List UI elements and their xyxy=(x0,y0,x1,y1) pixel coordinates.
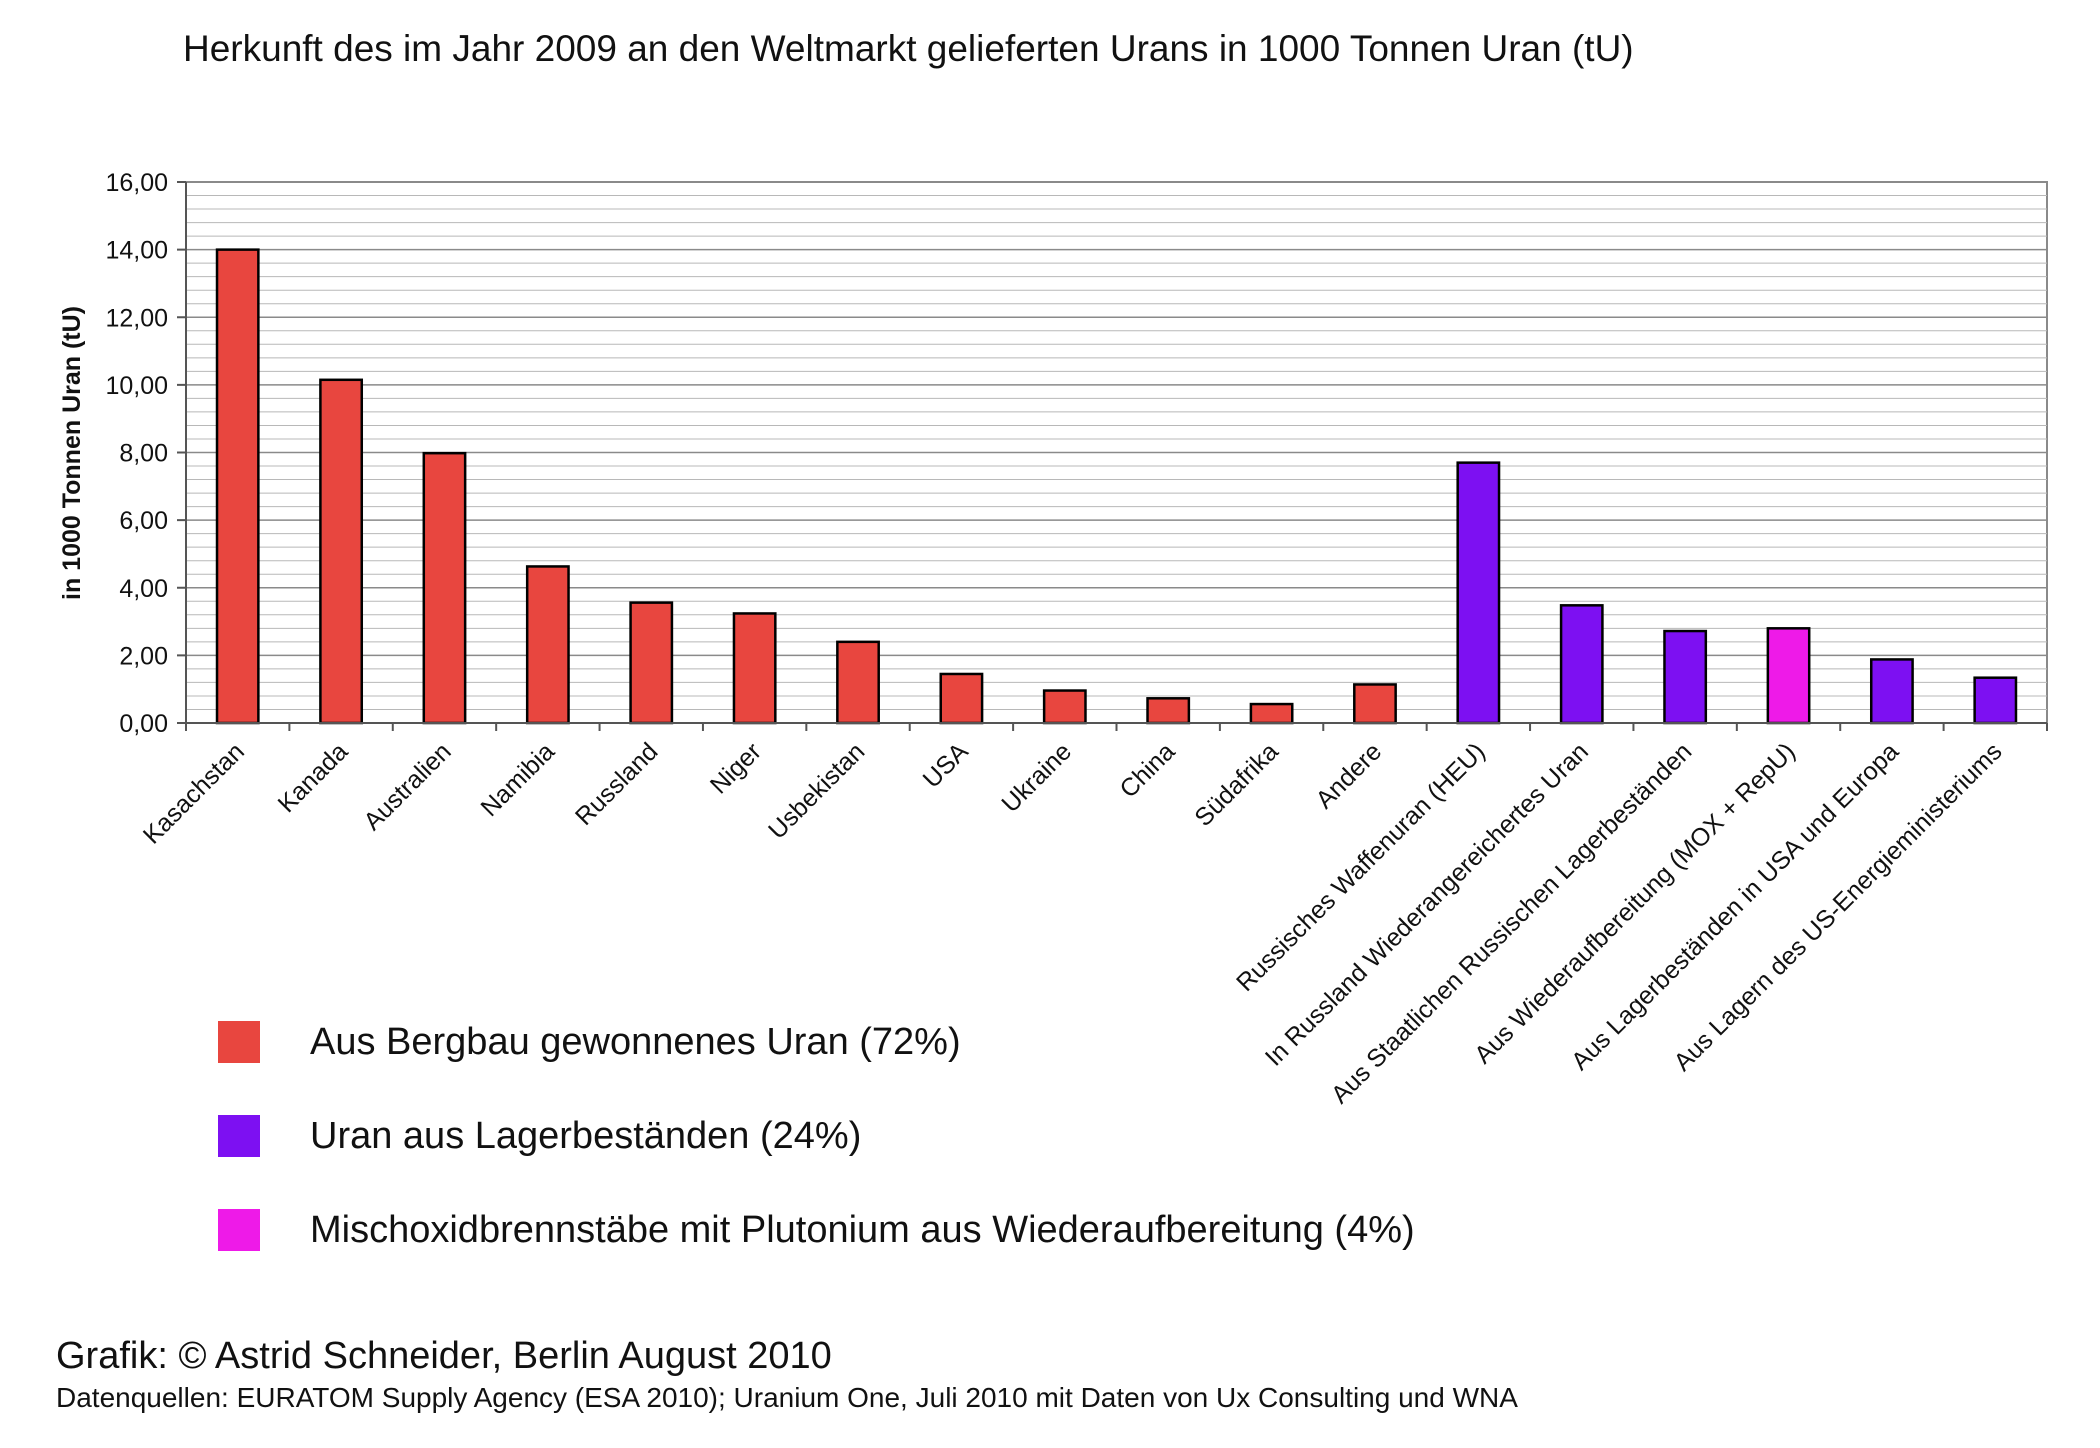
legend-item-mining: Aus Bergbau gewonnenes Uran (72%) xyxy=(218,1020,1415,1064)
y-tick-label: 10,00 xyxy=(105,372,168,400)
legend: Aus Bergbau gewonnenes Uran (72%) Uran a… xyxy=(218,1020,1415,1302)
legend-swatch-stockpiles xyxy=(218,1115,260,1157)
bar-7 xyxy=(939,672,984,725)
bar-16 xyxy=(1869,658,1914,725)
y-tick-label: 8,00 xyxy=(119,440,168,468)
y-tick-label: 6,00 xyxy=(119,507,168,535)
bar-12 xyxy=(1456,461,1501,725)
bar-6 xyxy=(836,640,880,725)
bar-11 xyxy=(1353,683,1397,725)
x-tick-label: Kanada xyxy=(273,737,354,818)
bar-10 xyxy=(1249,702,1294,725)
legend-swatch-mining xyxy=(218,1021,260,1063)
legend-label-mining: Aus Bergbau gewonnenes Uran (72%) xyxy=(310,1020,961,1063)
bar-17 xyxy=(1973,676,2018,725)
x-tick-label: China xyxy=(1114,737,1180,803)
credit-line: Grafik: © Astrid Schneider, Berlin Augus… xyxy=(56,1335,832,1377)
y-axis-label: in 1000 Tonnen Uran (tU) xyxy=(58,306,86,600)
bar-15 xyxy=(1766,627,1811,725)
bar-0 xyxy=(215,248,260,725)
x-tick-label: Südafrika xyxy=(1189,737,1284,832)
axes xyxy=(177,181,2048,731)
y-tick-label: 2,00 xyxy=(119,642,168,670)
bar-5 xyxy=(732,612,777,725)
x-tick-label: Andere xyxy=(1310,737,1387,814)
x-tick-label: Namibia xyxy=(475,737,560,822)
y-tick-label: 4,00 xyxy=(119,575,168,603)
bar-14 xyxy=(1663,629,1708,725)
bar-8 xyxy=(1042,689,1087,725)
x-tick-label: Russland xyxy=(570,737,664,831)
y-tick-label: 14,00 xyxy=(105,237,168,265)
x-tick-label: Kasachstan xyxy=(138,737,250,849)
x-tick-label: USA xyxy=(918,737,974,793)
legend-label-mox: Mischoxidbrennstäbe mit Plutonium aus Wi… xyxy=(310,1208,1415,1251)
bar-9 xyxy=(1146,697,1191,725)
legend-swatch-mox xyxy=(218,1209,260,1251)
x-tick-label: Australien xyxy=(358,737,456,835)
legend-item-stockpiles: Uran aus Lagerbeständen (24%) xyxy=(218,1114,1415,1158)
bar-2 xyxy=(422,451,467,725)
y-tick-label: 0,00 xyxy=(119,710,168,738)
legend-label-stockpiles: Uran aus Lagerbeständen (24%) xyxy=(310,1114,862,1157)
bar-4 xyxy=(629,601,674,725)
x-tick-label: Ukraine xyxy=(996,737,1077,818)
bar-13 xyxy=(1559,604,1604,725)
legend-item-mox: Mischoxidbrennstäbe mit Plutonium aus Wi… xyxy=(218,1208,1415,1252)
y-tick-labels: 0,00 2,00 4,00 6,00 8,00 10,00 12,00 14,00 16,00 xyxy=(105,169,168,738)
y-tick-label: 16,00 xyxy=(105,169,168,197)
x-tick-label: Niger xyxy=(705,737,767,799)
x-tick-label: Usbekistan xyxy=(763,737,870,844)
y-tick-label: 12,00 xyxy=(105,304,168,332)
chart-title: Herkunft des im Jahr 2009 an den Weltmar… xyxy=(183,28,1634,69)
data-sources: Datenquellen: EURATOM Supply Agency (ESA… xyxy=(56,1382,1518,1413)
bar-1 xyxy=(319,378,364,725)
bar-3 xyxy=(525,565,570,725)
